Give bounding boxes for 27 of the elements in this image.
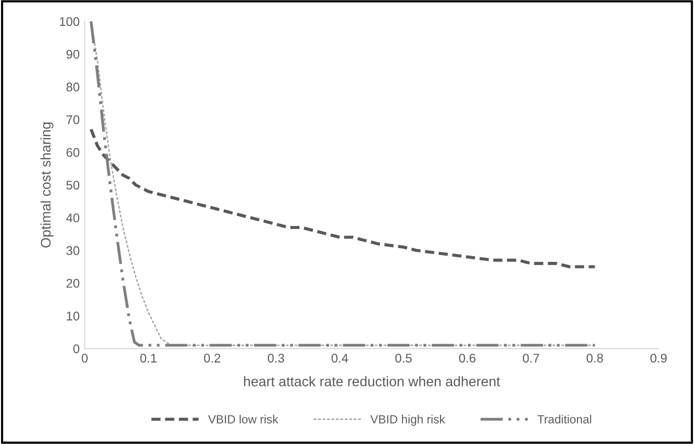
y-tick-label: 30 xyxy=(66,246,80,256)
x-tick-label: 0 xyxy=(82,354,88,363)
y-tick-label: 10 xyxy=(66,312,80,320)
y-tick-label: 60 xyxy=(66,148,80,157)
x-tick-label: 0.5 xyxy=(395,354,412,363)
y-tick-label: 90 xyxy=(66,50,80,59)
y-tick-label: 100 xyxy=(60,17,80,26)
x-tick-label: 0.2 xyxy=(204,354,220,363)
y-tick-label: 20 xyxy=(66,278,80,288)
y-tick-label: 80 xyxy=(66,82,80,92)
y-tick-label: 70 xyxy=(66,115,80,124)
legend-label: VBID high risk xyxy=(370,414,446,426)
y-tick-label: 40 xyxy=(66,213,80,222)
legend-label: VBID low risk xyxy=(208,414,278,424)
x-axis-title: heart attack rate reduction when adherent xyxy=(244,376,500,386)
line-series xyxy=(90,128,596,268)
x-tick-label: 0.9 xyxy=(650,354,667,363)
legend-label: Traditional xyxy=(537,414,592,424)
x-tick-label: 0.1 xyxy=(140,354,157,363)
x-tick-label: 0.6 xyxy=(459,354,476,363)
x-tick-label: 0.3 xyxy=(268,354,284,363)
x-tick-label: 0.4 xyxy=(332,354,348,363)
x-tick-label: 0.8 xyxy=(586,354,603,363)
y-tick-label: 0 xyxy=(73,344,80,354)
y-axis-title: Optimal cost sharing xyxy=(40,122,54,248)
y-tick-label: 50 xyxy=(66,180,80,190)
x-tick-label: 0.7 xyxy=(522,354,540,363)
